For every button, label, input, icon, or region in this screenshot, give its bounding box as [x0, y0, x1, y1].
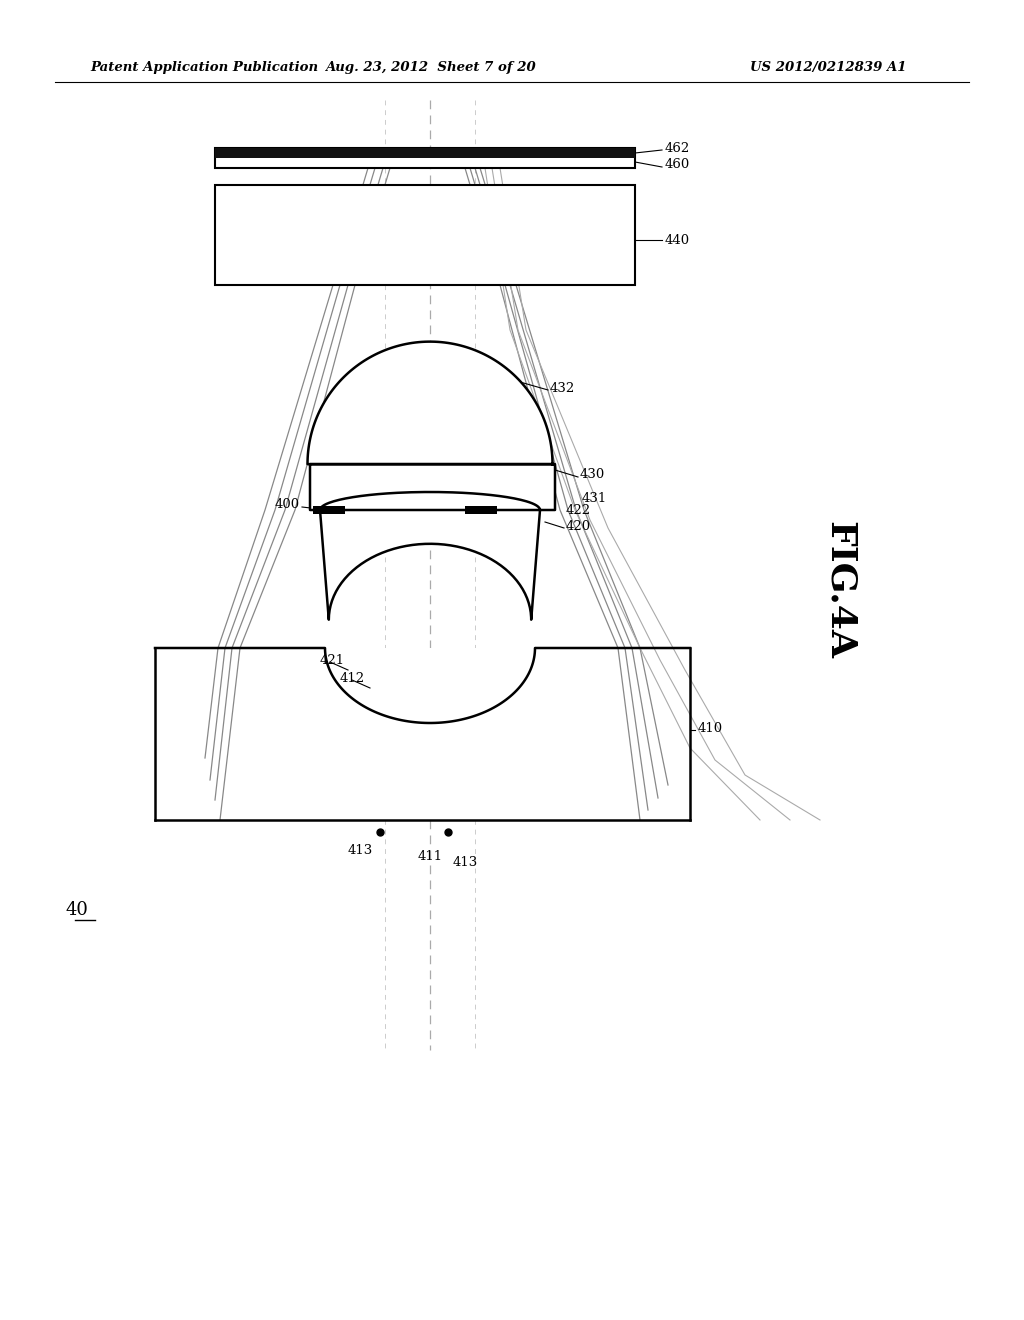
- Bar: [215, 185, 635, 285]
- Text: 413: 413: [347, 843, 373, 857]
- Text: 422: 422: [566, 503, 591, 516]
- Text: FIG.4A: FIG.4A: [823, 521, 857, 659]
- Text: 440: 440: [665, 234, 690, 247]
- Text: 431: 431: [582, 491, 607, 504]
- Polygon shape: [307, 342, 555, 510]
- Text: 413: 413: [453, 855, 477, 869]
- Text: 411: 411: [418, 850, 442, 862]
- Polygon shape: [155, 648, 690, 820]
- Text: 432: 432: [550, 381, 575, 395]
- Text: 421: 421: [319, 653, 345, 667]
- Polygon shape: [319, 492, 540, 619]
- Text: 462: 462: [665, 141, 690, 154]
- Text: 40: 40: [66, 902, 88, 919]
- Bar: [465, 506, 497, 513]
- Bar: [215, 148, 635, 158]
- Text: 400: 400: [274, 499, 300, 511]
- Text: 460: 460: [665, 158, 690, 172]
- Text: Patent Application Publication: Patent Application Publication: [90, 62, 318, 74]
- Text: 430: 430: [580, 469, 605, 482]
- Text: 410: 410: [698, 722, 723, 734]
- Text: 420: 420: [566, 520, 591, 532]
- Bar: [215, 148, 635, 168]
- Text: Aug. 23, 2012  Sheet 7 of 20: Aug. 23, 2012 Sheet 7 of 20: [325, 62, 536, 74]
- Bar: [155, 648, 690, 820]
- Bar: [313, 506, 345, 513]
- Text: US 2012/0212839 A1: US 2012/0212839 A1: [750, 62, 906, 74]
- Text: 412: 412: [340, 672, 366, 685]
